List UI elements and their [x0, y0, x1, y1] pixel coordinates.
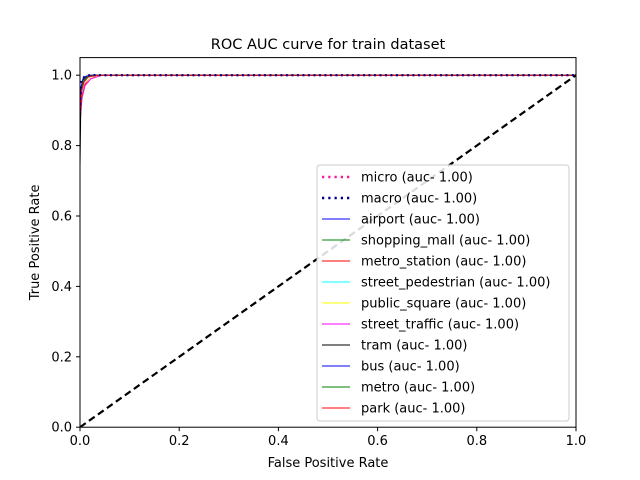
legend-box — [316, 164, 570, 422]
axes-frame — [79, 57, 577, 428]
x-tick-label-1: 0.2 — [169, 434, 190, 449]
legend-label-10: metro (auc- 1.00) — [361, 381, 475, 396]
y-tick-label-1: 0.2 — [51, 350, 72, 365]
legend-label-5: street_pedestrian (auc- 1.00) — [361, 276, 550, 291]
x-tick-label-0: 0.0 — [70, 434, 91, 449]
legend-label-0: micro (auc- 1.00) — [361, 171, 473, 186]
y-tick-label-2: 0.4 — [51, 280, 72, 295]
chart-title: ROC AUC curve for train dataset — [211, 37, 446, 53]
legend-label-8: tram (auc- 1.00) — [361, 339, 467, 354]
y-tick-label-0: 0.0 — [51, 421, 72, 436]
legend-label-9: bus (auc- 1.00) — [361, 360, 460, 375]
y-axis-label: True Positive Rate — [28, 184, 43, 301]
y-tick-label-5: 1.0 — [51, 69, 72, 84]
x-tick-label-4: 0.8 — [466, 434, 487, 449]
axis-ticks: 0.0 0.2 0.4 0.6 0.8 1.0 0.0 0.2 0.4 0.6 0.8 1.0 — [51, 69, 586, 450]
y-tick-label-3: 0.6 — [51, 210, 72, 225]
x-axis-label: False Positive Rate — [268, 456, 389, 471]
legend-label-1: macro (auc- 1.00) — [361, 192, 477, 207]
x-tick-label-2: 0.4 — [268, 434, 289, 449]
series-line-1 — [80, 74, 576, 111]
legend-label-4: metro_station (auc- 1.00) — [361, 255, 526, 270]
x-tick-label-3: 0.6 — [367, 434, 388, 449]
legend: micro (auc- 1.00) macro (auc- 1.00) airpor… — [316, 164, 570, 422]
legend-label-3: shopping_mall (auc- 1.00) — [361, 234, 530, 249]
plot-area — [80, 74, 576, 428]
y-tick-label-4: 0.8 — [51, 139, 72, 154]
legend-label-11: park (auc- 1.00) — [361, 402, 466, 417]
legend-label-6: public_square (auc- 1.00) — [361, 297, 526, 312]
legend-label-7: street_traffic (auc- 1.00) — [361, 318, 519, 333]
x-tick-label-5: 1.0 — [566, 434, 587, 449]
chance-line — [80, 74, 576, 428]
legend-label-2: airport (auc- 1.00) — [361, 213, 480, 228]
